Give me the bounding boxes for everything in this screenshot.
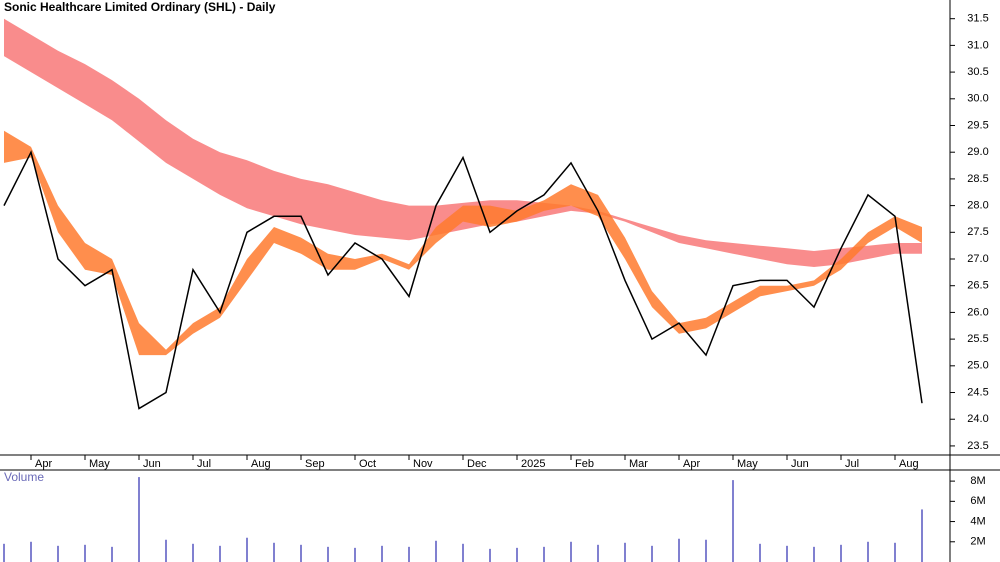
volume-bar (732, 480, 734, 562)
y-tick-label: 28.0 (967, 200, 988, 212)
x-tick-label: Mar (629, 458, 648, 470)
volume-bar (219, 545, 221, 562)
volume-bar (57, 545, 59, 562)
x-tick-label: Dec (467, 458, 487, 470)
volume-bar (813, 546, 815, 562)
volume-bar (3, 543, 5, 562)
y-tick-label: 4M (970, 515, 985, 527)
y-tick-label: 27.0 (967, 253, 988, 265)
volume-bar (570, 541, 572, 562)
y-tick-label: 25.0 (967, 360, 988, 372)
y-tick-label: 31.5 (967, 13, 988, 25)
y-tick-label: 24.0 (967, 413, 988, 425)
volume-bar (84, 544, 86, 562)
volume-bar (597, 544, 599, 562)
y-tick-label: 30.5 (967, 66, 988, 78)
x-tick-label: Feb (575, 458, 594, 470)
x-tick-label: Jul (845, 458, 859, 470)
volume-bar (435, 540, 437, 562)
x-tick-label: Oct (359, 458, 376, 470)
y-tick-label: 29.0 (967, 146, 988, 158)
volume-bar (300, 544, 302, 562)
y-tick-label: 6M (970, 495, 985, 507)
y-tick-label: 25.5 (967, 333, 988, 345)
volume-bar (840, 544, 842, 562)
volume-bar (894, 542, 896, 562)
x-tick-label: Sep (305, 458, 325, 470)
x-tick-label: Apr (35, 458, 52, 470)
x-tick-label: Nov (413, 458, 433, 470)
y-tick-label: 28.5 (967, 173, 988, 185)
volume-bar (327, 546, 329, 562)
y-tick-label: 23.5 (967, 440, 988, 452)
y-tick-label: 2M (970, 536, 985, 548)
volume-bar (192, 543, 194, 562)
x-tick-label: Jul (197, 458, 211, 470)
volume-bar (138, 477, 140, 562)
y-tick-label: 26.0 (967, 306, 988, 318)
x-tick-label: Aug (251, 458, 271, 470)
volume-bar (273, 542, 275, 562)
x-tick-label: May (89, 458, 110, 470)
volume-bar (111, 546, 113, 562)
y-tick-label: 27.5 (967, 226, 988, 238)
band (4, 130, 922, 356)
x-tick-label: May (737, 458, 758, 470)
y-tick-label: 31.0 (967, 39, 988, 51)
volume-bar (381, 545, 383, 562)
volume-bar (462, 543, 464, 562)
chart-title: Sonic Healthcare Limited Ordinary (SHL) … (4, 0, 276, 14)
volume-bar (165, 539, 167, 562)
volume-bar (30, 541, 32, 562)
y-tick-label: 26.5 (967, 280, 988, 292)
y-tick-label: 29.5 (967, 119, 988, 131)
volume-bar (921, 509, 923, 562)
volume-bar (516, 547, 518, 562)
x-tick-label: Jun (791, 458, 809, 470)
y-tick-label: 24.5 (967, 386, 988, 398)
volume-bar (408, 546, 410, 562)
volume-bar (867, 541, 869, 562)
volume-bar (651, 545, 653, 562)
volume-bar (489, 548, 491, 562)
x-tick-label: Aug (899, 458, 919, 470)
volume-bar (543, 546, 545, 562)
volume-bar (786, 545, 788, 562)
volume-bar (624, 542, 626, 562)
volume-bar (759, 543, 761, 562)
price-line (3, 150, 923, 410)
volume-bar (354, 547, 356, 562)
x-tick-label: Jun (143, 458, 161, 470)
x-tick-label: 2025 (521, 458, 545, 470)
volume-bar (246, 537, 248, 562)
x-tick-label: Apr (683, 458, 700, 470)
volume-title: Volume (4, 470, 44, 484)
volume-bar (705, 539, 707, 562)
y-tick-label: 8M (970, 475, 985, 487)
y-tick-label: 30.0 (967, 93, 988, 105)
volume-bar (678, 538, 680, 562)
